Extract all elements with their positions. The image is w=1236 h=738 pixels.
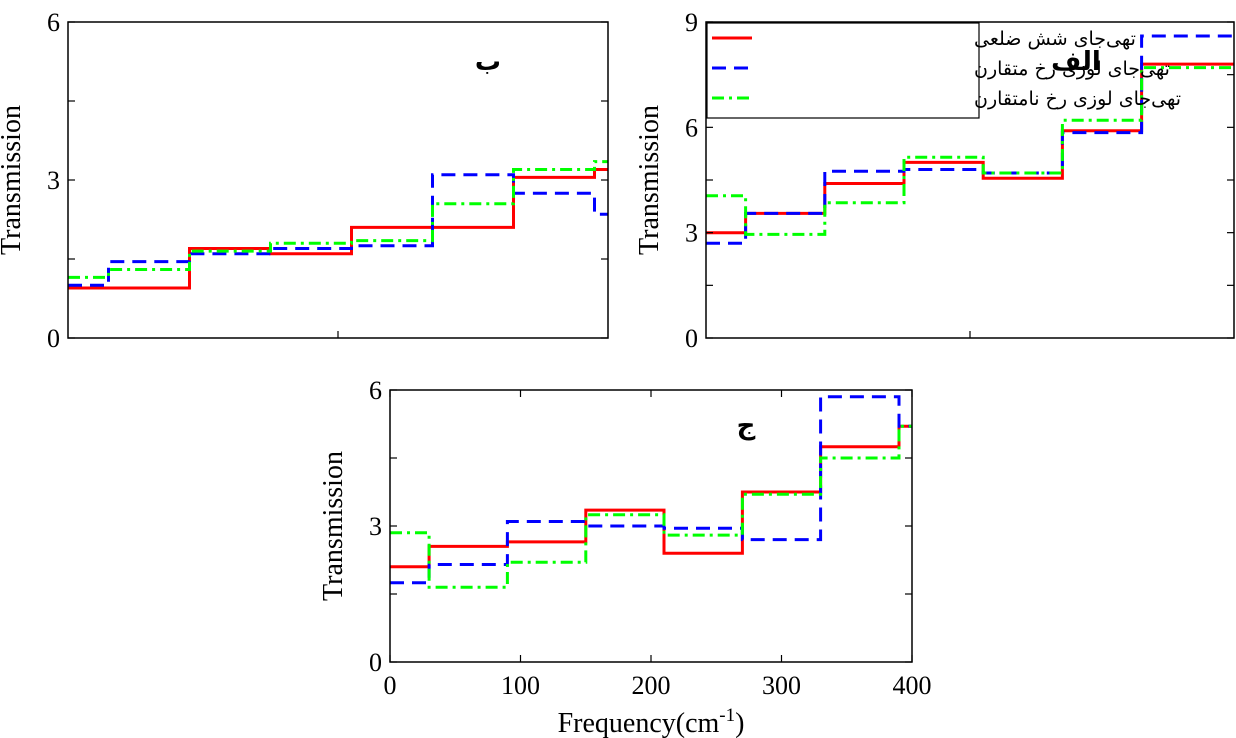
y-tick-label: 9: [685, 8, 698, 37]
y-tick-label: 0: [685, 324, 698, 353]
series-line-3: [390, 424, 912, 589]
x-tick-label: 100: [501, 671, 540, 700]
axes-box: [67, 21, 609, 339]
y-tick-label: 3: [47, 166, 60, 195]
series-line-2: [68, 173, 608, 287]
x-axis-label: Frequency(cm-1): [558, 705, 745, 738]
x-tick-label: 0: [384, 671, 397, 700]
panel-jim: 0 3 6 0 100 200 300 400 Transmission Frequency(cm…: [318, 376, 932, 738]
y-axis-label: Transmission: [634, 105, 665, 255]
legend-entry-3: تهی‌جای لوزی رخ نامتقارن: [974, 88, 1181, 110]
y-axis-label: Transmission: [0, 105, 27, 255]
x-axis-label-main: Frequency(cm: [558, 708, 720, 738]
x-tick-label: 400: [893, 671, 932, 700]
y-tick-label: 3: [685, 219, 698, 248]
y-tick-label: 0: [369, 648, 382, 677]
legend-box: [706, 22, 980, 119]
legend-entry-2: تهی‌جای لوزی رخ متقارن: [974, 58, 1170, 80]
series-line-3: [68, 160, 608, 279]
axes-box: [389, 389, 913, 663]
series-line-1: [390, 424, 912, 569]
panel-label: ب: [475, 47, 501, 77]
series-line-2: [706, 34, 1234, 245]
series-line-1: [68, 168, 608, 290]
y-tick-label: 3: [369, 512, 382, 541]
x-tick-label: 300: [762, 671, 801, 700]
y-tick-label: 6: [369, 376, 382, 405]
y-tick-label: 6: [685, 113, 698, 142]
legend-entry-1: تهی‌جای شش ضلعی: [974, 28, 1136, 50]
series-line-1: [706, 62, 1234, 235]
x-axis-label-end: ): [735, 708, 744, 738]
panel-beh: 0 3 6 Transmission ب: [0, 8, 609, 353]
series-line-2: [390, 395, 912, 585]
panel-label: ج: [737, 411, 756, 441]
legend: تهی‌جای شش ضلعی تهی‌جای لوزی رخ متقارن تهی…: [706, 22, 1181, 119]
y-tick-label: 6: [47, 8, 60, 37]
panel-label: الف: [1051, 47, 1101, 77]
x-axis-label-superscript: -1: [719, 705, 735, 726]
x-tick-label: 200: [632, 671, 671, 700]
y-tick-label: 0: [47, 324, 60, 353]
series-line-3: [706, 66, 1234, 236]
y-axis-label: Transmission: [318, 451, 349, 601]
